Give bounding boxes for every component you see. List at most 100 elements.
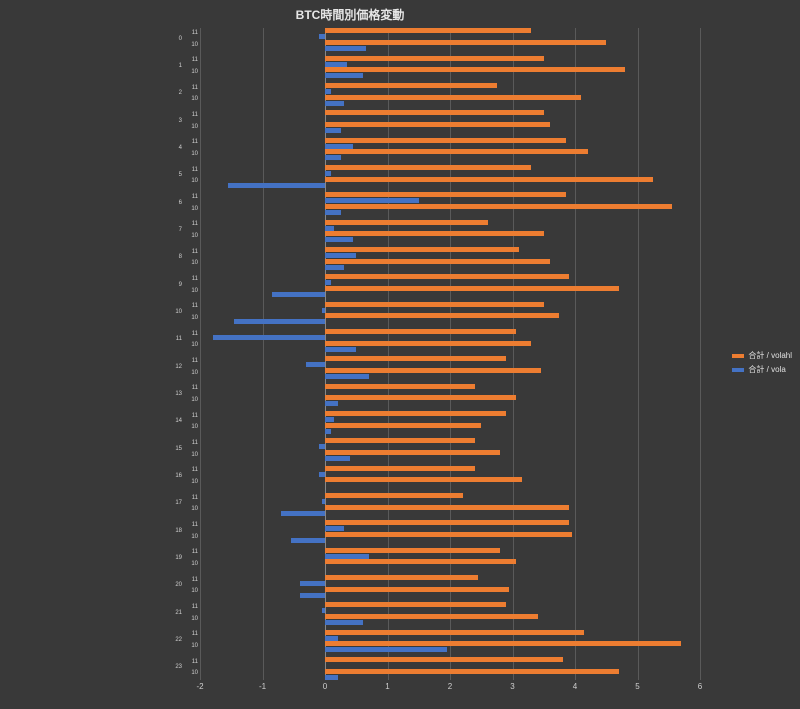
x-axis-tick-label: 0 (323, 682, 327, 691)
y-axis-sub-label: 10 (186, 233, 198, 239)
y-axis-sub-label: 11 (186, 249, 198, 255)
y-axis-group-label: 21 (170, 610, 182, 616)
bar-vola (325, 636, 338, 641)
y-axis-sub-label: 10 (186, 370, 198, 376)
bar-volahl (325, 669, 619, 674)
y-axis-sub-label: 11 (186, 440, 198, 446)
bar-vola (325, 46, 366, 51)
bar-vola (319, 444, 325, 449)
bar-volahl (325, 149, 588, 154)
legend-item-vola: 合計 / vola (732, 364, 792, 375)
y-axis-group-label: 11 (170, 336, 182, 342)
bar-volahl (325, 587, 509, 592)
bar-volahl (325, 368, 541, 373)
y-axis-sub-label: 10 (186, 397, 198, 403)
bar-volahl (325, 341, 531, 346)
y-axis-sub-label: 10 (186, 206, 198, 212)
y-axis-sub-label: 11 (186, 549, 198, 555)
bar-volahl (325, 286, 619, 291)
bar-volahl (325, 384, 475, 389)
bar-volahl (325, 411, 506, 416)
y-axis-sub-label: 10 (186, 96, 198, 102)
bar-volahl (325, 657, 563, 662)
gridline (700, 28, 701, 680)
bar-vola (325, 171, 331, 176)
bar-volahl (325, 40, 606, 45)
x-axis-tick-label: 5 (635, 682, 639, 691)
y-axis-sub-label: 10 (186, 151, 198, 157)
y-axis-group-label: 8 (170, 254, 182, 260)
bar-vola (325, 401, 338, 406)
bar-volahl (325, 122, 550, 127)
x-axis-tick-label: 6 (698, 682, 702, 691)
y-axis-group-label: 20 (170, 582, 182, 588)
y-axis-sub-label: 10 (186, 479, 198, 485)
bar-volahl (325, 95, 581, 100)
bar-volahl (325, 438, 475, 443)
y-axis-group-label: 4 (170, 145, 182, 151)
y-axis-group-label: 15 (170, 446, 182, 452)
bar-vola (325, 429, 331, 434)
y-axis-sub-label: 10 (186, 42, 198, 48)
bar-volahl (325, 138, 566, 143)
y-axis-sub-label: 11 (186, 467, 198, 473)
bar-vola (325, 128, 341, 133)
y-axis-sub-label: 11 (186, 331, 198, 337)
y-axis-sub-label: 10 (186, 288, 198, 294)
y-axis-sub-label: 11 (186, 221, 198, 227)
y-axis-group-label: 9 (170, 282, 182, 288)
bar-vola (325, 210, 341, 215)
gridline (638, 28, 639, 680)
y-axis-sub-label: 11 (186, 577, 198, 583)
y-axis-group-label: 12 (170, 364, 182, 370)
bar-volahl (325, 505, 569, 510)
bar-vola (325, 374, 369, 379)
y-axis-sub-label: 11 (186, 167, 198, 173)
y-axis-sub-label: 10 (186, 616, 198, 622)
bar-volahl (325, 575, 478, 580)
legend-swatch-icon (732, 354, 744, 358)
bar-volahl (325, 28, 531, 33)
y-axis-sub-label: 11 (186, 85, 198, 91)
y-axis-sub-label: 10 (186, 670, 198, 676)
bar-vola (325, 554, 369, 559)
bar-volahl (325, 532, 572, 537)
bar-vola (325, 237, 353, 242)
bar-vola (322, 608, 325, 613)
y-axis-sub-label: 11 (186, 276, 198, 282)
bar-vola (228, 183, 325, 188)
x-axis-tick-label: 4 (573, 682, 577, 691)
bar-vola (300, 593, 325, 598)
bar-volahl (325, 329, 516, 334)
bar-volahl (325, 110, 544, 115)
bar-volahl (325, 247, 519, 252)
bar-volahl (325, 477, 522, 482)
bar-volahl (325, 220, 488, 225)
gridline (263, 28, 264, 680)
bar-volahl (325, 165, 531, 170)
bar-volahl (325, 520, 569, 525)
bar-volahl (325, 231, 544, 236)
y-axis-sub-label: 10 (186, 588, 198, 594)
bar-volahl (325, 466, 475, 471)
y-axis-sub-label: 10 (186, 260, 198, 266)
bar-vola (281, 511, 325, 516)
y-axis-sub-label: 11 (186, 413, 198, 419)
y-axis-group-label: 16 (170, 473, 182, 479)
y-axis-sub-label: 10 (186, 124, 198, 130)
bar-vola (325, 456, 350, 461)
bar-vola (325, 265, 344, 270)
x-axis-tick-label: -1 (259, 682, 266, 691)
bar-vola (291, 538, 325, 543)
y-axis-sub-label: 10 (186, 315, 198, 321)
y-axis-sub-label: 11 (186, 631, 198, 637)
y-axis-sub-label: 10 (186, 69, 198, 75)
legend-swatch-icon (732, 368, 744, 372)
bar-vola (325, 155, 341, 160)
bar-volahl (325, 356, 506, 361)
x-axis-tick-label: 3 (510, 682, 514, 691)
bar-volahl (325, 602, 506, 607)
plot-area (200, 28, 700, 680)
bar-vola (325, 675, 338, 680)
bar-vola (300, 581, 325, 586)
